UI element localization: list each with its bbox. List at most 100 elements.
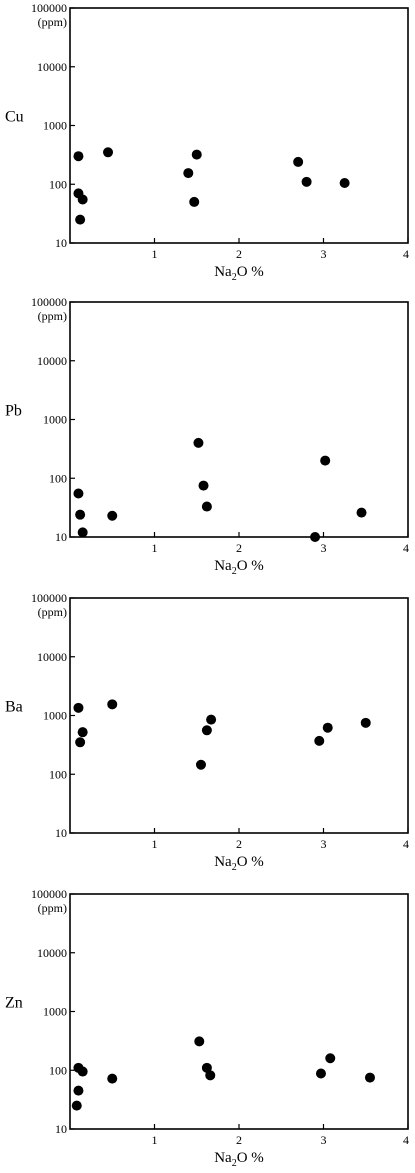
chart-3-y-tick-label: 100000 [31, 591, 67, 605]
chart-2-point-6 [198, 480, 209, 491]
chart-3-x-axis-title: Na2O % [214, 854, 264, 873]
chart-2-point-3 [77, 527, 88, 538]
chart-1-point-6 [183, 168, 194, 179]
chart-4-point-3 [73, 1085, 84, 1096]
chart-1-x-axis-title: Na2O % [214, 264, 264, 283]
chart-2-y-tick-label: 1000 [43, 413, 67, 427]
chart-1-y-axis-title: Cu [5, 109, 24, 126]
chart-3-x-axis-title-rest: O % [237, 854, 264, 870]
chart-1-x-axis-title-main: Na [214, 264, 232, 280]
chart-1-y-tick-label: 100 [49, 177, 67, 191]
chart-3-y-tick-label: 1000 [43, 709, 67, 723]
chart-4-point-9 [315, 1068, 326, 1079]
chart-4-point-5 [107, 1073, 118, 1084]
chart-3-point-6 [201, 725, 212, 736]
chart-4-y-tick-label: 10000 [37, 946, 67, 960]
chart-3-point-5 [195, 759, 206, 770]
chart-3-point-9 [322, 722, 333, 733]
chart-4-point-8 [205, 1070, 216, 1081]
chart-3-point-7 [206, 714, 217, 725]
chart-4-y-tick-label: 10 [55, 1122, 67, 1136]
chart-4-point-6 [194, 1036, 205, 1047]
chart-3-point-10 [360, 717, 371, 728]
chart-4-x-tick-label: 4 [403, 1133, 409, 1147]
chart-1-point-7 [191, 149, 202, 160]
chart-1-x-tick-label: 4 [403, 247, 409, 261]
chart-4-y-tick-label: 100 [49, 1063, 67, 1077]
chart-2-point-2 [75, 509, 86, 520]
chart-2-y-tick-label: 100 [49, 471, 67, 485]
chart-2-x-axis-title: Na2O % [214, 558, 264, 577]
chart-3-x-tick-label: 4 [403, 837, 409, 851]
chart-3-y-axis-title: Ba [5, 699, 23, 716]
chart-2-point-7 [201, 501, 212, 512]
chart-2-point-9 [320, 455, 331, 466]
chart-2-x-axis-title-rest: O % [237, 558, 264, 574]
chart-3-y-tick-label: 100 [49, 767, 67, 781]
chart-2-x-tick-label: 1 [152, 541, 158, 555]
chart-3-y-unit: (ppm) [38, 605, 67, 619]
chart-4-frame [69, 893, 409, 1130]
chart-3-point-4 [107, 699, 118, 710]
chart-4-y-unit: (ppm) [38, 901, 67, 915]
chart-1-x-axis-title-sub: 2 [232, 272, 237, 283]
chart-1-point-1 [73, 151, 84, 162]
chart-4-x-axis-title-main: Na [214, 1150, 232, 1166]
chart-1-x-tick-label: 3 [321, 247, 327, 261]
chart-2-point-8 [310, 532, 321, 542]
chart-4-y-axis-title: Zn [5, 995, 23, 1012]
chart-3-point-2 [77, 727, 88, 738]
chart-3-x-tick-label: 2 [236, 837, 242, 851]
chart-1-point-5 [75, 214, 86, 225]
chart-1-x-tick-label: 1 [152, 247, 158, 261]
chart-4-x-tick-label: 1 [152, 1133, 158, 1147]
chart-4-x-tick-label: 3 [321, 1133, 327, 1147]
chart-4-x-axis-title-rest: O % [237, 1150, 264, 1166]
chart-2-y-tick-label: 10000 [37, 354, 67, 368]
chart-2-point-10 [356, 507, 367, 518]
chart-3-y-tick-label: 10000 [37, 650, 67, 664]
chart-4-point-4 [71, 1100, 82, 1111]
chart-2-frame [69, 301, 409, 538]
chart-1-point-10 [301, 176, 312, 187]
chart-3-point-1 [73, 702, 84, 713]
chart-2-x-axis-title-sub: 2 [232, 566, 237, 577]
chart-3-y-tick-label: 10 [55, 826, 67, 840]
chart-1-y-tick-label: 10 [55, 236, 67, 250]
chart-2-x-tick-label: 3 [321, 541, 327, 555]
chart-4-x-axis-title-sub: 2 [232, 1158, 237, 1169]
chart-2-x-tick-label: 4 [403, 541, 409, 555]
chart-2-point-4 [107, 510, 118, 521]
chart-1-y-tick-label: 10000 [37, 60, 67, 74]
chart-4-x-axis-title: Na2O % [214, 1150, 264, 1169]
chart-2-point-1 [73, 488, 84, 499]
chart-1-point-2 [103, 147, 114, 158]
chart-3-frame [69, 597, 409, 834]
chart-1-point-4 [77, 194, 88, 205]
chart-3-x-axis-title-main: Na [214, 854, 232, 870]
chart-4-x-tick-label: 2 [236, 1133, 242, 1147]
chart-1-frame [69, 7, 409, 244]
chart-4-point-7 [201, 1062, 212, 1073]
chart-1-point-11 [339, 178, 350, 189]
chart-3-x-tick-label: 3 [321, 837, 327, 851]
chart-4-point-11 [364, 1072, 375, 1083]
chart-3-x-tick-label: 1 [152, 837, 158, 851]
chart-1-x-tick-label: 2 [236, 247, 242, 261]
chart-1-point-9 [293, 156, 304, 167]
chart-2-y-axis-title: Pb [5, 403, 22, 420]
chart-2-y-tick-label: 100000 [31, 295, 67, 309]
chart-4-y-tick-label: 100000 [31, 887, 67, 901]
chart-3-x-axis-title-sub: 2 [232, 862, 237, 873]
chart-1-y-tick-label: 100000 [31, 1, 67, 15]
chart-3-point-8 [314, 735, 325, 746]
chart-2-y-tick-label: 10 [55, 530, 67, 544]
chart-1-point-8 [189, 196, 200, 207]
chart-4-point-10 [325, 1053, 336, 1064]
chart-1-x-axis-title-rest: O % [237, 264, 264, 280]
